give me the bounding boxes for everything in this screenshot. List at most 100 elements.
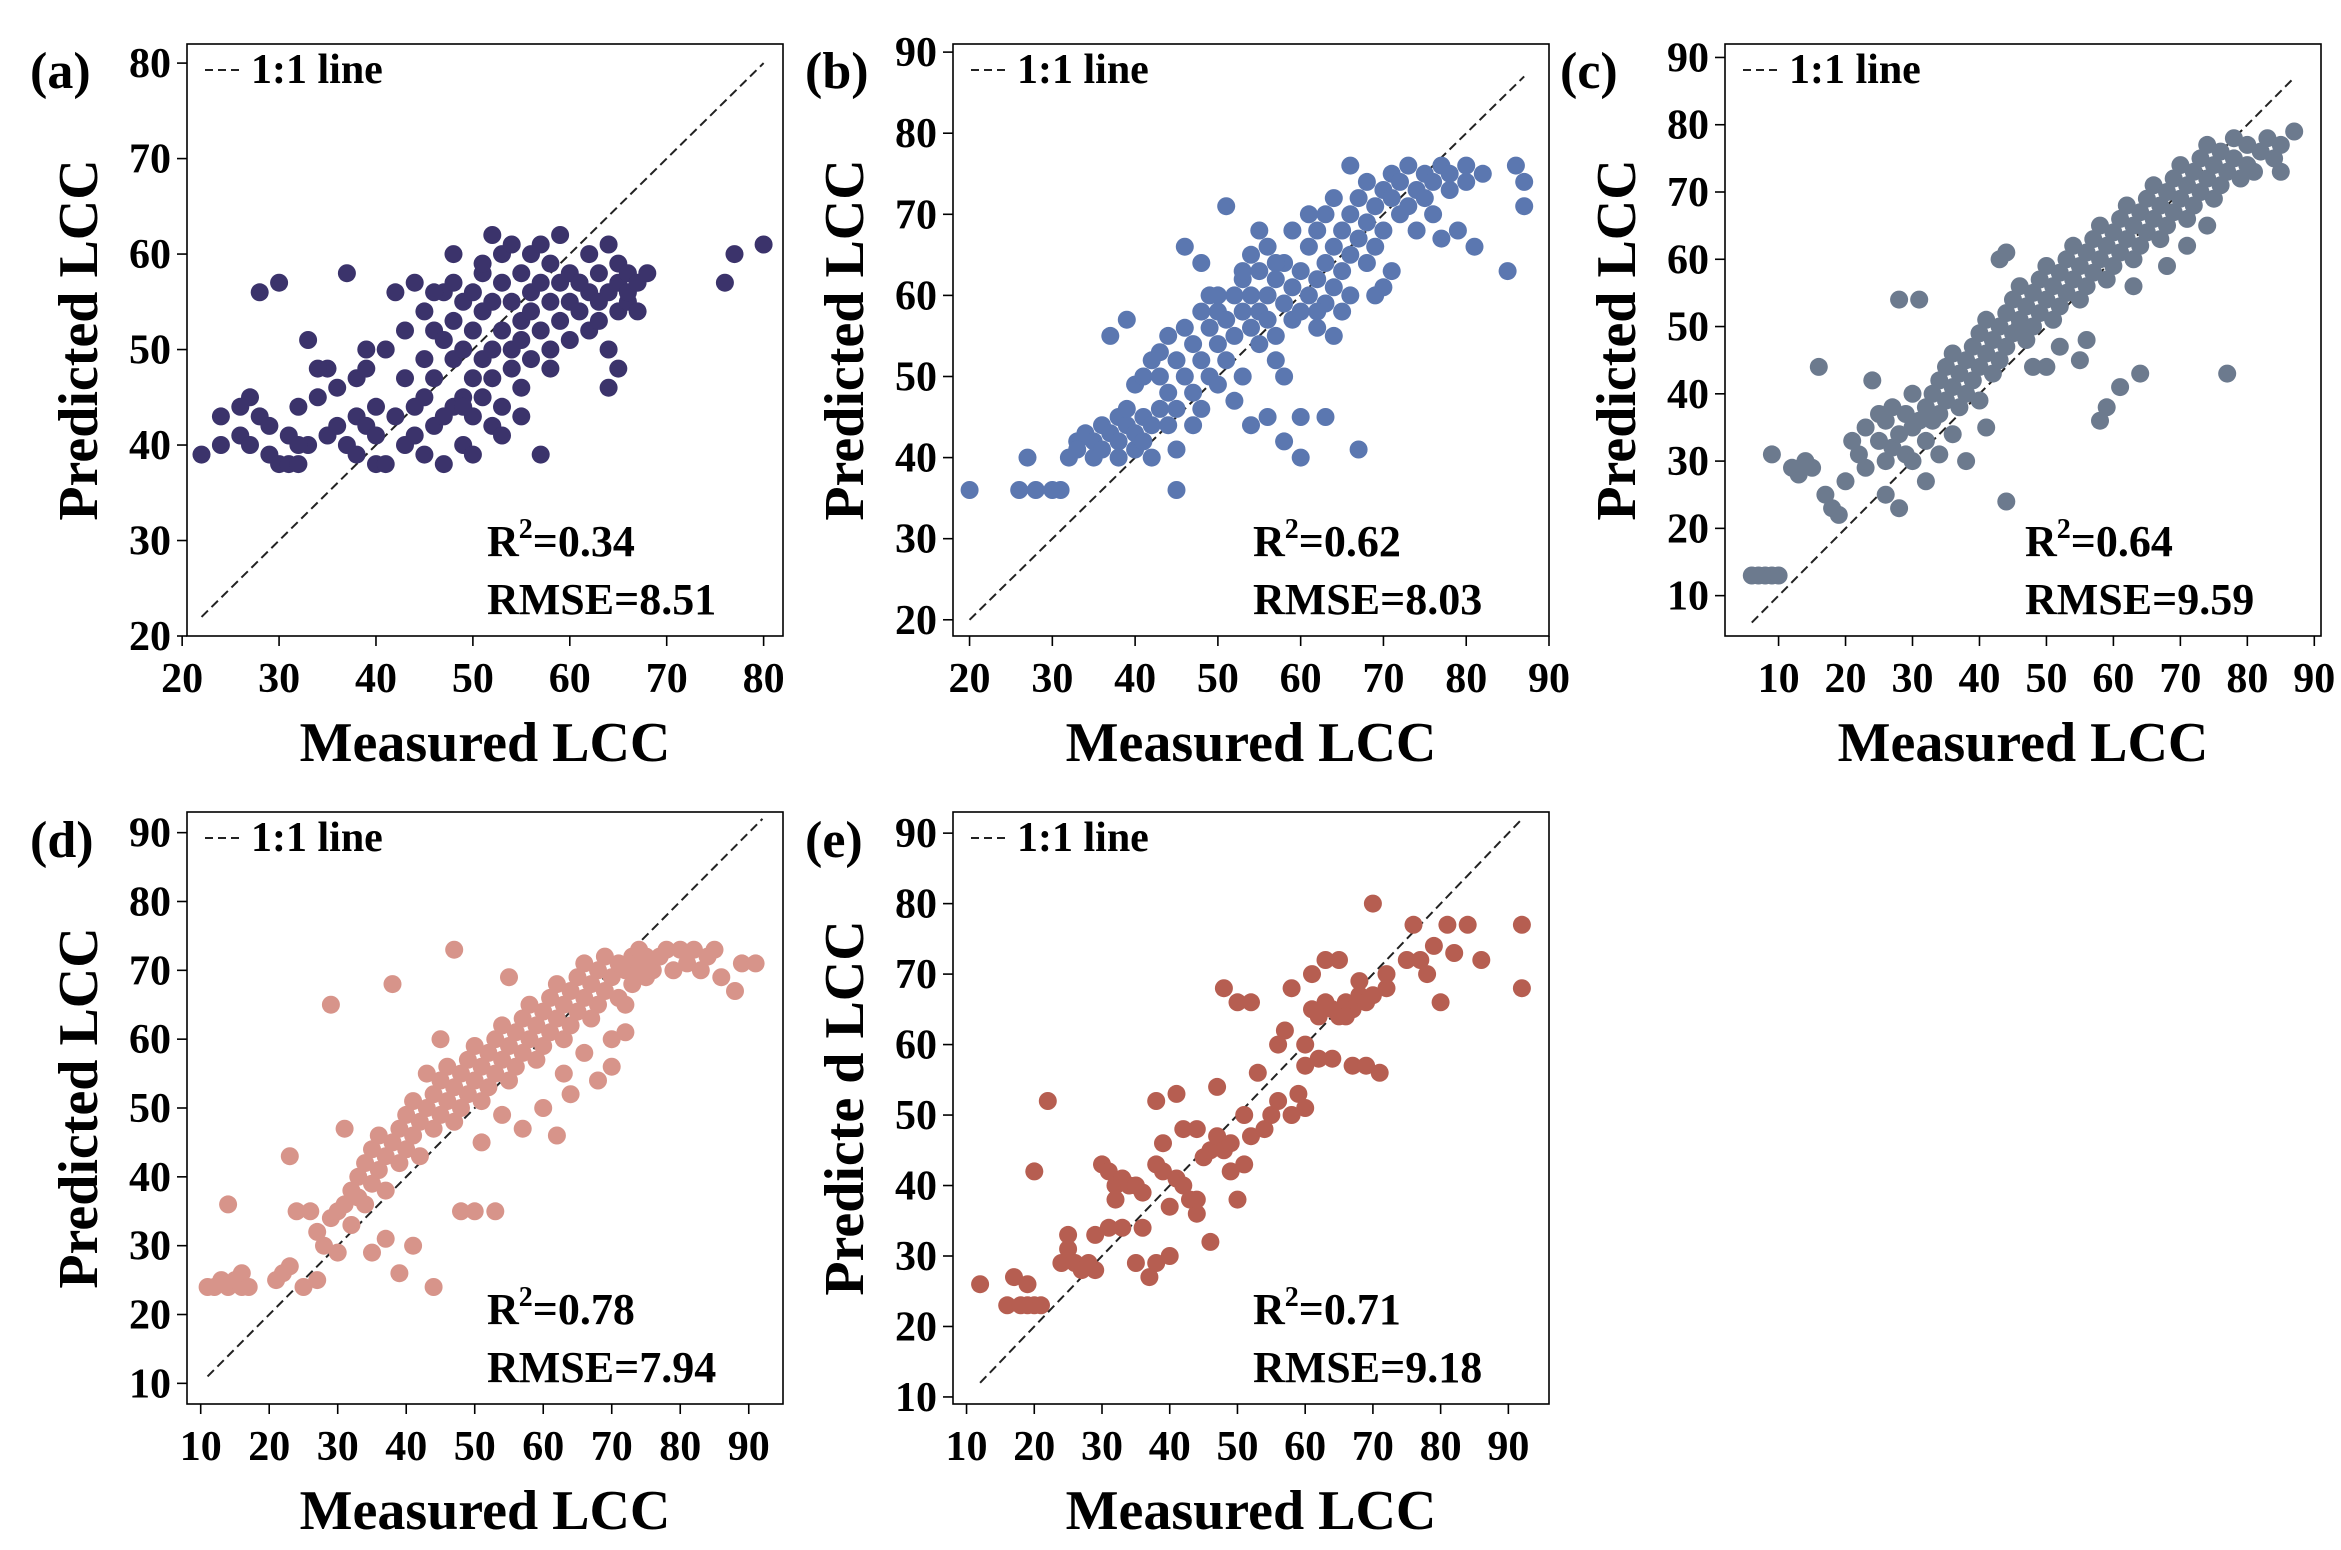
data-point [1248, 1063, 1267, 1082]
data-point [1377, 979, 1396, 998]
x-tick-label: 40 [385, 1424, 427, 1470]
r2-annotation: R2=0.78 [487, 1282, 635, 1334]
data-point [2057, 283, 2076, 302]
data-point [1269, 1092, 1288, 1110]
y-axis-label: Predicted LCC [1586, 159, 1648, 520]
y-tick-label: 10 [129, 1361, 171, 1407]
data-point [328, 416, 347, 435]
x-tick-label: 80 [2226, 656, 2268, 702]
x-tick-label: 60 [1284, 1424, 1326, 1470]
data-point [404, 1126, 423, 1145]
data-point [1916, 472, 1935, 491]
data-point [2097, 236, 2116, 255]
scatter-panel-3: (c) 10 20 30 40 50 60 70 80 90 10 20 30 40 50 60 70 80 90 M… [1560, 35, 2335, 774]
data-point [1142, 416, 1161, 435]
data-point [2211, 142, 2230, 161]
data-point [2030, 270, 2049, 289]
data-point [1233, 302, 1252, 321]
data-point [342, 1216, 361, 1234]
y-tick-label: 50 [129, 328, 171, 374]
data-point [2064, 236, 2083, 255]
data-point [2184, 196, 2203, 215]
data-point [1201, 1232, 1220, 1251]
one-to-one-line [968, 75, 1525, 621]
data-point [1086, 1225, 1105, 1244]
data-point [2224, 149, 2243, 168]
data-point [415, 350, 434, 369]
rmse-annotation: RMSE=8.03 [1253, 575, 1482, 624]
x-tick-label: 80 [743, 656, 785, 702]
data-point [1316, 408, 1335, 426]
data-point [1159, 326, 1178, 345]
data-point [1225, 391, 1244, 410]
data-point [1983, 331, 2002, 349]
data-point [369, 1161, 388, 1179]
data-point [417, 1099, 436, 1117]
data-point [1930, 445, 1949, 464]
data-point [602, 1030, 621, 1049]
data-point [1440, 164, 1459, 183]
data-point [1235, 1106, 1254, 1124]
data-point [486, 1202, 505, 1221]
data-point [1242, 416, 1260, 435]
y-axis-label: Predicted LCC [48, 927, 110, 1288]
x-axis-label: Measured LCC [1066, 712, 1437, 774]
data-point [1296, 1056, 1315, 1075]
data-point [541, 254, 560, 273]
data-point [2258, 129, 2277, 148]
data-point [1876, 452, 1895, 471]
data-point [554, 995, 573, 1014]
data-point [1391, 172, 1409, 191]
data-point [1341, 245, 1360, 264]
data-point [582, 975, 601, 994]
data-point [289, 397, 308, 416]
data-point [561, 982, 580, 1000]
x-tick-label: 20 [949, 656, 991, 702]
data-point [2178, 209, 2197, 228]
data-point [1997, 243, 2016, 262]
data-point [1106, 1190, 1125, 1209]
data-point [554, 1030, 573, 1049]
data-point [2030, 304, 2049, 323]
y-tick-label: 90 [1667, 35, 1709, 81]
data-point [308, 388, 327, 407]
data-point [367, 397, 385, 416]
data-point [445, 1112, 464, 1131]
data-point [1843, 431, 1862, 450]
data-point [1324, 278, 1343, 297]
x-tick-label: 20 [1013, 1424, 1055, 1470]
data-point [232, 1264, 251, 1283]
data-point [2131, 236, 2150, 255]
data-point [396, 369, 414, 388]
data-point [1890, 290, 1909, 309]
data-point [1937, 391, 1955, 410]
data-point [754, 235, 773, 254]
data-point [1506, 156, 1525, 175]
data-point [486, 1064, 505, 1083]
data-point [2178, 176, 2197, 195]
data-point [547, 1126, 566, 1145]
y-tick-label: 90 [895, 30, 937, 76]
data-point [1324, 189, 1343, 208]
data-point [1032, 1296, 1050, 1315]
y-tick-label: 60 [895, 1023, 937, 1069]
data-point [483, 226, 502, 244]
data-point [452, 1202, 470, 1221]
data-point [1133, 1218, 1152, 1237]
data-point [2070, 257, 2089, 275]
y-tick-label: 70 [129, 137, 171, 183]
data-point [231, 397, 250, 416]
y-tick-label: 40 [895, 436, 937, 482]
data-point [1266, 326, 1285, 345]
data-point [527, 1050, 546, 1069]
data-point [1117, 310, 1136, 329]
data-point [520, 1030, 539, 1049]
y-axis-label: Predicte d LCC [814, 920, 876, 1295]
data-point [454, 340, 473, 359]
data-point [1472, 951, 1491, 969]
data-point [1159, 383, 1178, 402]
data-point [1336, 1007, 1355, 1026]
x-tick-label: 80 [659, 1424, 701, 1470]
x-tick-label: 90 [1528, 656, 1570, 702]
x-tick-label: 90 [1487, 1424, 1529, 1470]
